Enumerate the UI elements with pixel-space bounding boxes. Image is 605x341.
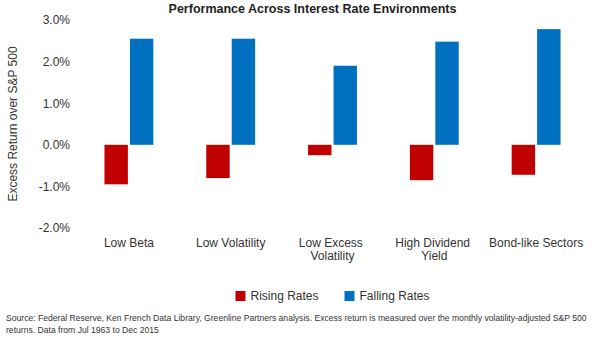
x-tick-label-line: Yield	[421, 249, 447, 263]
legend-item: Falling Rates	[345, 289, 430, 303]
y-tick-label: 0.0%	[43, 138, 71, 152]
bar	[206, 145, 229, 178]
y-tick: 1.0%	[43, 97, 78, 111]
bar	[537, 29, 560, 145]
y-tick-label: 3.0%	[43, 13, 71, 27]
x-tick: Low Excess Volatility	[299, 228, 366, 263]
y-tick-label: 1.0%	[43, 97, 71, 111]
title: Performance Across Interest Rate Environ…	[169, 2, 457, 16]
x-tick-label-line: Volatility	[310, 249, 354, 263]
y-axis-line	[78, 21, 79, 229]
bar	[232, 39, 255, 145]
x-tick: Low Beta	[104, 228, 154, 250]
y-tick: 0.0%	[43, 138, 78, 152]
bar	[104, 145, 127, 185]
x-tick-label: High Dividend Yield	[395, 236, 473, 264]
bar	[435, 42, 458, 145]
y-tick-label: 2.0%	[43, 55, 71, 69]
y-tick: -2.0%	[39, 221, 78, 235]
y-tick: 2.0%	[43, 55, 78, 69]
x-axis: Low Beta Low Volatility Low Excess Volatil…	[104, 228, 583, 263]
x-tick-label: Low Excess Volatility	[299, 236, 366, 264]
y-tick: 3.0%	[43, 13, 78, 27]
x-tick-label: Low Volatility	[196, 236, 265, 250]
series	[130, 29, 561, 145]
y-tick-label: -1.0%	[39, 180, 71, 194]
bar	[512, 145, 535, 175]
x-tick-label: Low Beta	[104, 236, 154, 250]
source-note: Source: Federal Reserve, Ken French Data…	[6, 313, 587, 323]
bar	[410, 145, 433, 180]
y-tick-label: -2.0%	[39, 221, 71, 235]
bar	[308, 145, 331, 155]
legend-label: Rising Rates	[250, 289, 318, 303]
y-tick: -1.0%	[39, 180, 78, 194]
legend-item: Rising Rates	[235, 289, 318, 303]
bar	[334, 66, 357, 145]
bars	[104, 29, 560, 184]
y-axis-title: Excess Return over S&P 500	[6, 46, 20, 202]
source-note: returns. Data from Jul 1963 to Dec 2015	[6, 325, 159, 335]
x-tick: Low Volatility	[196, 228, 265, 250]
x-tick-label: Bond-like Sectors	[489, 236, 583, 250]
x-tick: High Dividend Yield	[395, 228, 473, 263]
legend-swatch	[235, 291, 245, 301]
legend-swatch	[345, 291, 355, 301]
x-tick: Bond-like Sectors	[489, 228, 583, 250]
legend-label: Falling Rates	[360, 289, 430, 303]
chart: Performance Across Interest Rate Environ…	[0, 0, 605, 341]
legend: Rising Rates Falling Rates	[235, 289, 429, 303]
plot: -2.0% -1.0% 0.0% 1.0% 2.0% 3.0% Low Beta Low Vo…	[39, 13, 583, 263]
bar	[130, 39, 153, 145]
y-axis: -2.0% -1.0% 0.0% 1.0% 2.0% 3.0%	[39, 13, 79, 235]
x-tick-label-line: High Dividend	[395, 236, 473, 250]
x-tick-label-line: Low Excess	[299, 236, 366, 250]
series	[104, 145, 535, 185]
